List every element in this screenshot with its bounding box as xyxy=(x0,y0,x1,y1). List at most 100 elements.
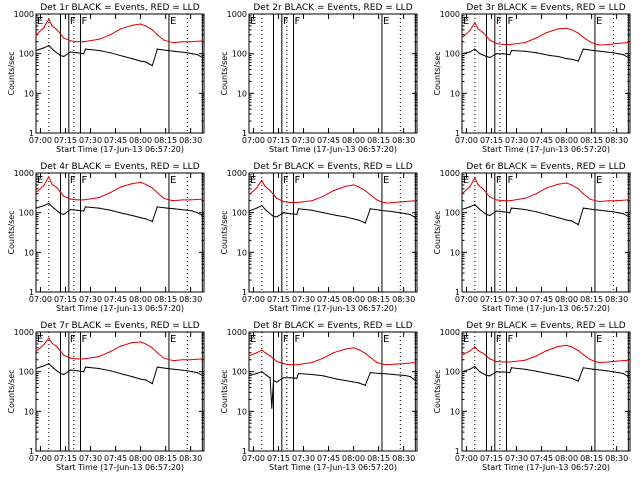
data-point-lld xyxy=(594,360,596,363)
data-point-lld xyxy=(474,346,476,348)
data-point-lld xyxy=(364,352,366,354)
y-axis-label: Counts/sec xyxy=(7,51,16,95)
chart-title: Det 5r BLACK = Events, RED = LLD xyxy=(253,162,412,172)
x-tick-label: 08:15 xyxy=(367,295,390,304)
data-point-events xyxy=(196,212,198,214)
flag-marker: E xyxy=(37,334,43,345)
data-point-events xyxy=(369,372,371,374)
data-point-events xyxy=(180,369,182,371)
data-point-events xyxy=(557,217,559,219)
y-tick-label: 1000 xyxy=(14,328,34,337)
data-point-events xyxy=(123,55,125,58)
x-tick-label: 08:00 xyxy=(342,295,365,304)
data-point-lld xyxy=(190,359,192,361)
x-tick-label: 08:30 xyxy=(392,295,415,304)
y-axis-label: Counts/sec xyxy=(7,210,16,254)
plot-frame xyxy=(35,13,205,134)
data-point-lld xyxy=(403,363,405,365)
data-point-lld xyxy=(56,29,58,31)
data-point-lld xyxy=(344,348,346,350)
y-tick-label: 100 xyxy=(19,368,34,377)
data-point-lld xyxy=(394,201,396,204)
data-point-events xyxy=(186,209,188,211)
x-tick-label: 07:00 xyxy=(455,454,478,463)
data-point-events xyxy=(495,53,498,55)
data-point-events xyxy=(201,374,203,377)
data-point-lld xyxy=(589,358,591,360)
data-point-events xyxy=(399,374,401,376)
data-point-events xyxy=(48,363,50,365)
flag-marker: F xyxy=(496,16,502,27)
data-point-lld xyxy=(51,183,53,185)
data-point-lld xyxy=(461,354,463,356)
flag-marker: F xyxy=(508,175,514,186)
y-tick-label: 1000 xyxy=(227,328,247,337)
data-point-events xyxy=(566,58,568,60)
flag-marker: E xyxy=(383,16,389,27)
data-point-lld xyxy=(163,39,165,41)
flag-marker: F xyxy=(496,175,502,186)
y-tick-label: 1 xyxy=(455,447,460,456)
data-point-events xyxy=(386,373,388,375)
data-point-lld xyxy=(469,186,471,188)
data-point-lld xyxy=(261,349,263,351)
data-point-lld xyxy=(43,185,45,187)
y-tick-label: 10 xyxy=(24,407,34,416)
data-point-events xyxy=(140,378,142,380)
data-point-lld xyxy=(282,201,285,203)
data-point-lld xyxy=(168,359,170,361)
x-tick-label: 07:00 xyxy=(29,295,52,304)
data-point-events xyxy=(549,54,551,57)
data-point-lld xyxy=(358,186,360,188)
data-point-lld xyxy=(557,183,559,185)
data-point-lld xyxy=(333,352,335,354)
data-point-events xyxy=(502,53,504,55)
data-point-events xyxy=(474,204,476,206)
x-tick-label: 07:15 xyxy=(480,454,503,463)
data-point-events xyxy=(509,372,511,374)
x-tick-label: 07:45 xyxy=(530,295,553,304)
data-point-lld xyxy=(353,347,355,349)
data-point-events xyxy=(59,213,62,215)
data-point-events xyxy=(582,48,584,50)
data-point-events xyxy=(393,211,395,213)
data-point-events xyxy=(461,208,463,211)
data-point-events xyxy=(524,50,526,52)
data-point-lld xyxy=(353,184,355,186)
data-point-lld xyxy=(589,41,591,43)
data-point-lld xyxy=(35,192,37,194)
data-point-events xyxy=(186,52,188,54)
data-point-lld xyxy=(594,200,596,202)
x-axis-label: Start Time (17-Jun-13 06:57:20) xyxy=(482,304,610,313)
data-point-events xyxy=(535,211,538,213)
data-point-lld xyxy=(333,190,335,192)
flag-marker: E xyxy=(250,16,256,27)
data-point-events xyxy=(186,370,188,372)
data-point-events xyxy=(289,377,291,379)
data-point-events xyxy=(53,49,55,52)
data-point-events xyxy=(140,217,142,219)
data-point-events xyxy=(557,374,559,377)
y-tick-label: 1 xyxy=(242,129,247,138)
data-point-lld xyxy=(140,341,142,343)
data-point-events xyxy=(322,212,325,214)
data-point-lld xyxy=(502,200,504,202)
flag-marker: E xyxy=(463,175,469,186)
data-point-lld xyxy=(376,199,378,201)
data-point-lld xyxy=(163,197,165,199)
x-tick-label: 07:30 xyxy=(79,454,102,463)
flag-marker: F xyxy=(70,16,76,27)
data-point-events xyxy=(571,377,573,379)
data-point-events xyxy=(311,209,313,211)
data-point-lld xyxy=(358,349,360,351)
flag-marker: E xyxy=(383,175,389,186)
data-point-lld xyxy=(145,343,147,345)
x-tick-label: 08:00 xyxy=(342,136,365,145)
data-point-lld xyxy=(489,39,491,41)
data-point-lld xyxy=(256,187,258,189)
flag-marker: E xyxy=(170,334,176,345)
x-tick-label: 07:45 xyxy=(530,454,553,463)
flag-marker: E xyxy=(250,175,256,186)
data-point-lld xyxy=(322,195,325,197)
